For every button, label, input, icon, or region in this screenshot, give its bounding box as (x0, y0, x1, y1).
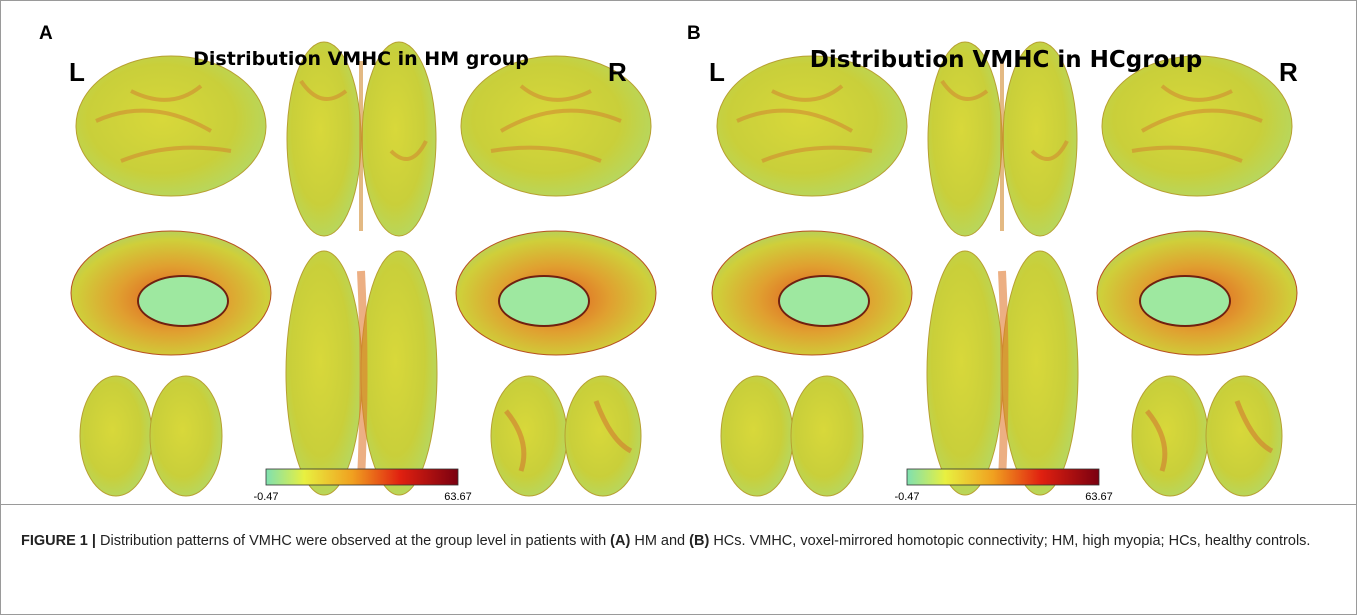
caption-text: HCs. VMHC, voxel-mirrored homotopic conn… (709, 533, 1310, 549)
colorbar-min: -0.47 (894, 491, 919, 501)
panel-label: A (39, 23, 53, 44)
caption-separator (1, 504, 1357, 505)
right-label: R (1279, 57, 1298, 87)
caption-text: HM and (630, 533, 689, 549)
right-label: R (608, 57, 627, 87)
caption-label: FIGURE 1 | (21, 533, 96, 549)
brain-renderings (712, 42, 1297, 496)
panel-title: Distribution VMHC in HM group (193, 48, 529, 70)
panel-title: Distribution VMHC in HCgroup (810, 47, 1202, 73)
colorbar-max: 63.67 (1085, 491, 1113, 501)
caption-ref: (A) (610, 533, 630, 549)
brain-renderings (71, 42, 656, 496)
caption-text: Distribution patterns of VMHC were obser… (96, 533, 610, 549)
left-label: L (69, 57, 85, 87)
figure-art: A Distribution VMHC in HM group L R -0.4… (1, 1, 1357, 501)
caption-ref: (B) (689, 533, 709, 549)
colorbar-max: 63.67 (444, 491, 472, 501)
caption: FIGURE 1 | Distribution patterns of VMHC… (21, 528, 1331, 555)
left-label: L (709, 57, 725, 87)
colorbar-min: -0.47 (253, 491, 278, 501)
panel-label: B (687, 23, 701, 44)
figure: A Distribution VMHC in HM group L R -0.4… (0, 0, 1357, 615)
